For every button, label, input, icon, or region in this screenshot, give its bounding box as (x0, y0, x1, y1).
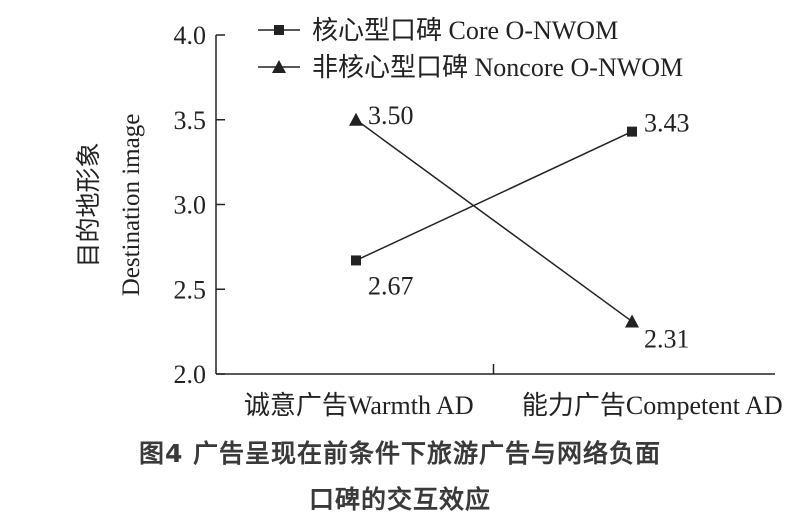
interaction-line-chart: 2.0 2.5 3.0 3.5 4.0 诚意广告Warmth AD 能力广告Competen… (75, 16, 783, 420)
legend-square-marker (274, 25, 284, 35)
data-label: 2.67 (368, 271, 414, 300)
legend-label: 非核心型口碑 Noncore O-NWOM (312, 53, 683, 82)
figure-caption-line-1: 图4 广告呈现在前条件下旅游广告与网络负面 (138, 439, 662, 468)
square-marker (627, 126, 637, 137)
axes: 2.0 2.5 3.0 3.5 4.0 诚意广告Warmth AD 能力广告Competen… (174, 21, 783, 420)
y-tick-label: 3.5 (174, 106, 207, 135)
triangle-marker (625, 314, 639, 328)
legend: 核心型口碑 Core O-NWOM 非核心型口碑 Noncore O-NWOM (258, 16, 683, 82)
legend-triangle-marker (272, 60, 286, 73)
y-axis-label-line: Destination image (118, 114, 145, 297)
figure-caption-line-2: 口碑的交互效应 (308, 485, 491, 514)
series-layer: 2.67 3.43 3.50 2.31 (349, 101, 690, 353)
data-label: 3.50 (368, 101, 414, 130)
legend-label: 核心型口碑 Core O-NWOM (312, 16, 618, 45)
y-tick-label: 3.0 (174, 191, 207, 220)
y-tick-label: 4.0 (174, 21, 207, 50)
y-tick-label: 2.5 (174, 275, 207, 304)
triangle-marker (349, 112, 363, 126)
series-line (355, 130, 633, 262)
y-axis-label-line: 目的地形象 (75, 142, 103, 267)
data-label: 3.43 (644, 109, 690, 138)
x-tick-label: 诚意广告Warmth AD (244, 391, 474, 420)
y-tick-label: 2.0 (174, 360, 207, 389)
x-tick-label: 能力广告Competent AD (522, 391, 783, 420)
square-marker (351, 255, 361, 266)
series-line (355, 119, 633, 323)
y-axis-label: 目的地形象 Destination image (75, 114, 145, 297)
data-label: 2.31 (644, 324, 690, 353)
